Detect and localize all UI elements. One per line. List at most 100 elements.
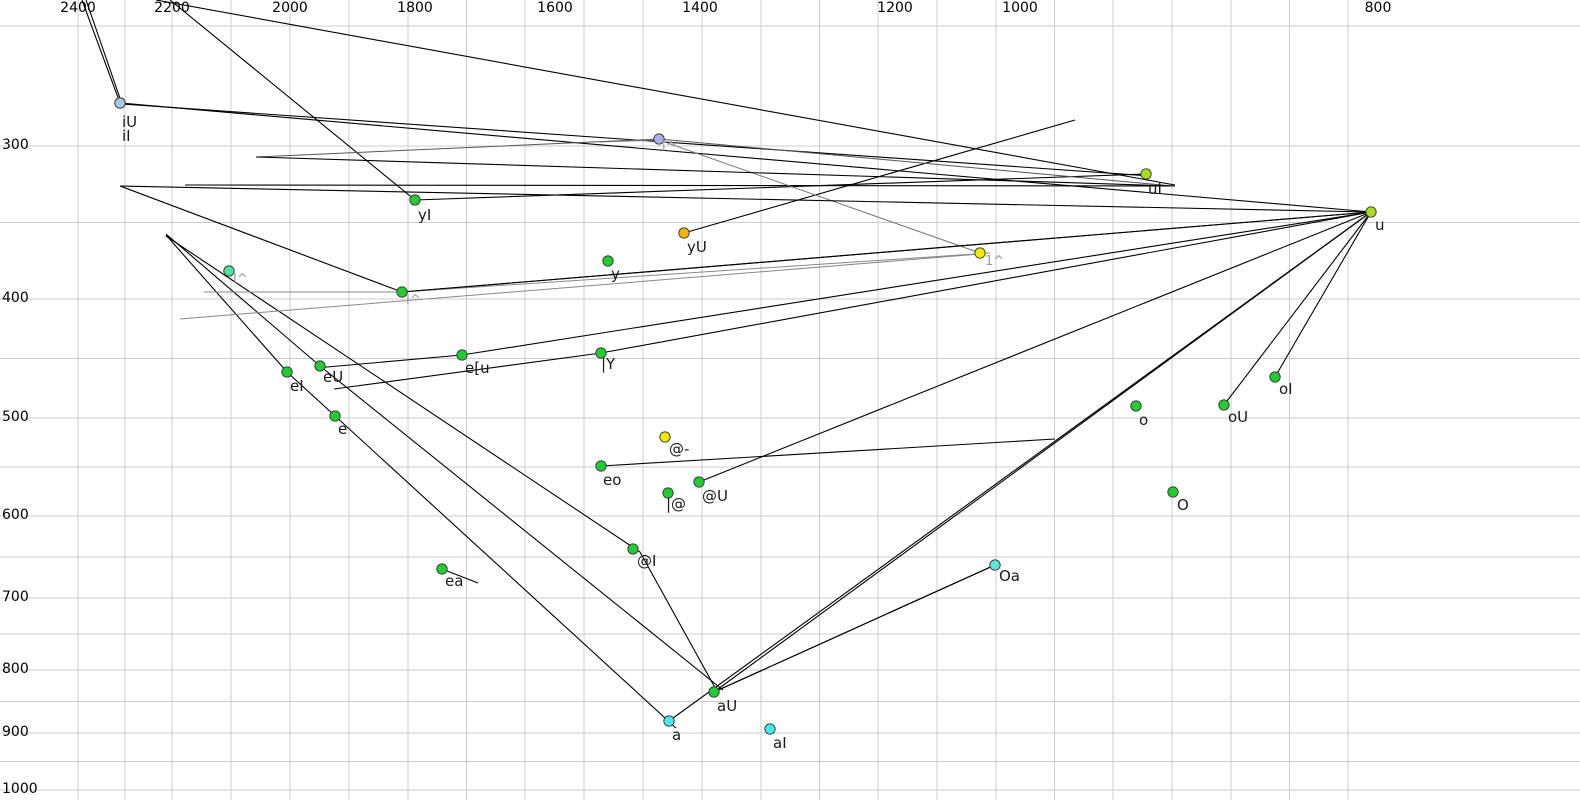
- trajectory-line: [119, 185, 1372, 213]
- x-tick-label: 1800: [397, 0, 433, 16]
- y-tick-label: 600: [2, 507, 29, 523]
- data-point[interactable]: [693, 476, 705, 488]
- data-point[interactable]: [653, 133, 665, 145]
- point-label: iU: [122, 113, 138, 131]
- trajectory-line: [1223, 211, 1372, 406]
- trajectory-line: [315, 211, 1372, 369]
- data-point[interactable]: [1140, 168, 1152, 180]
- data-point[interactable]: [281, 366, 293, 378]
- x-tick-label: 1000: [1002, 0, 1038, 16]
- trajectory-line: [204, 252, 991, 293]
- trajectory-line: [441, 568, 479, 584]
- trajectory-line: [165, 233, 724, 691]
- trajectory-line: [165, 234, 677, 729]
- point-label: yI: [418, 206, 432, 224]
- point-label: I^: [233, 272, 248, 287]
- trajectory-line: [119, 185, 1372, 293]
- point-label: I^: [406, 293, 421, 308]
- point-layer: [114, 97, 1377, 735]
- trajectory-line: [599, 139, 981, 254]
- point-label: e[u: [465, 359, 490, 377]
- point-label: y: [611, 265, 620, 283]
- point-label: @I: [637, 552, 657, 570]
- trajectory-line: [401, 211, 1372, 293]
- trajectory-line: [155, 0, 1176, 186]
- point-label: @-: [669, 440, 690, 458]
- data-point[interactable]: [764, 723, 776, 735]
- trajectory-line: [184, 184, 1176, 187]
- data-point[interactable]: [662, 487, 674, 499]
- point-label: eo: [603, 471, 622, 489]
- point-label: @U: [702, 487, 728, 505]
- point-label: ea: [445, 572, 464, 590]
- y-tick-label: 900: [2, 724, 29, 740]
- y-tick-label: 700: [2, 589, 29, 605]
- data-point[interactable]: [989, 559, 1001, 571]
- trajectory-layer: [81, 0, 1372, 729]
- point-label: o: [1139, 411, 1149, 429]
- data-point[interactable]: [223, 265, 235, 277]
- point-label: a: [672, 726, 682, 744]
- trajectory-line: [165, 235, 719, 694]
- y-tick-label: 800: [2, 661, 29, 677]
- trajectory-line: [668, 211, 1372, 722]
- data-point[interactable]: [1365, 206, 1377, 218]
- y-tick-label: 400: [2, 290, 29, 306]
- point-label: oI: [1279, 380, 1293, 398]
- point-label: eU: [323, 368, 344, 386]
- point-label: uI: [1148, 180, 1162, 198]
- point-label: iI: [122, 127, 131, 145]
- x-tick-label: 1400: [682, 0, 718, 16]
- data-point[interactable]: [314, 360, 326, 372]
- data-point[interactable]: [456, 349, 468, 361]
- data-point[interactable]: [663, 715, 675, 727]
- x-tick-label: 800: [1364, 0, 1392, 16]
- point-label: |Y: [601, 355, 616, 373]
- point-label: |@: [666, 495, 687, 513]
- trajectory-line: [600, 438, 1056, 467]
- data-point[interactable]: [1130, 400, 1142, 412]
- data-point[interactable]: [396, 286, 408, 298]
- data-point[interactable]: [595, 347, 607, 359]
- data-point[interactable]: [1269, 371, 1281, 383]
- y-tick-label: 500: [2, 409, 29, 425]
- x-tick-label: 2200: [154, 0, 190, 16]
- y-tick-label: 1000: [2, 781, 38, 797]
- data-point[interactable]: [627, 543, 639, 555]
- trajectory-line: [81, 0, 1372, 213]
- data-point[interactable]: [409, 194, 421, 206]
- data-point[interactable]: [678, 227, 690, 239]
- data-point[interactable]: [974, 247, 986, 259]
- data-point[interactable]: [436, 563, 448, 575]
- x-tick-label: 2000: [272, 0, 308, 16]
- point-label: eI: [290, 377, 304, 395]
- point-label: u: [1375, 216, 1385, 234]
- x-tick-label: 1600: [537, 0, 573, 16]
- trajectory-line: [255, 156, 1176, 187]
- trajectory-line: [179, 253, 981, 320]
- data-point[interactable]: [708, 686, 720, 698]
- point-label: oU: [1228, 408, 1249, 426]
- data-point[interactable]: [595, 460, 607, 472]
- point-label: i^: [662, 140, 677, 155]
- point-label: yU: [687, 238, 707, 256]
- point-label: 1^: [985, 254, 1005, 269]
- data-point[interactable]: [602, 255, 614, 267]
- data-point[interactable]: [659, 431, 671, 443]
- point-label: aI: [773, 734, 787, 752]
- trajectory-line: [713, 564, 996, 693]
- y-tick-label: 300: [2, 137, 29, 153]
- data-point[interactable]: [1218, 399, 1230, 411]
- trajectory-line: [1274, 211, 1372, 378]
- data-point[interactable]: [114, 97, 126, 109]
- point-label: aU: [717, 697, 738, 715]
- point-label: Oa: [999, 567, 1020, 585]
- data-point[interactable]: [1167, 486, 1179, 498]
- data-point[interactable]: [329, 410, 341, 422]
- x-tick-label: 2400: [60, 0, 96, 16]
- x-tick-label: 1200: [877, 0, 913, 16]
- point-label: e: [338, 420, 348, 438]
